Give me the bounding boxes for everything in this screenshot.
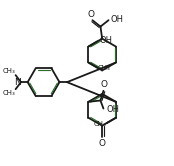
- Text: CH₃: CH₃: [2, 68, 15, 74]
- Text: CH₃: CH₃: [93, 121, 106, 127]
- Text: O: O: [88, 10, 95, 19]
- Text: CH₃: CH₃: [98, 65, 111, 71]
- Text: CH₃: CH₃: [2, 90, 15, 96]
- Text: N: N: [14, 78, 21, 87]
- Text: OH: OH: [100, 36, 113, 45]
- Text: O: O: [99, 139, 106, 148]
- Text: O: O: [101, 80, 108, 89]
- Text: OH: OH: [111, 15, 124, 24]
- Text: OH: OH: [106, 105, 119, 114]
